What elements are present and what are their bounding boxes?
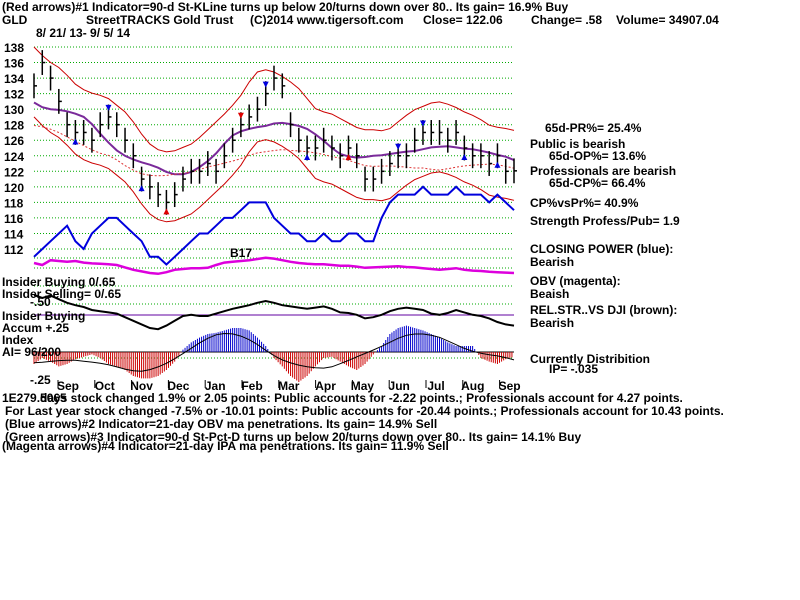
price-bars [33,50,517,215]
footer-magenta-arrows: (Magenta arrows)#4 Indicator=21-day IPA … [2,439,449,453]
y-tick-label: 138 [4,41,24,55]
footer-overlap-prefix: 1E279.5065 [2,391,67,405]
accum-ma [33,332,515,372]
buy-arrow [72,138,79,145]
y-tick-label: 120 [4,181,24,195]
change-value: Change= .58 [531,13,603,27]
dotted-ma [33,125,515,177]
ai-value: AI= 96/200 [2,345,62,359]
x-tick-label: Apr [315,379,336,393]
relstr-status: Bearish [530,316,575,330]
y-tick-label: 112 [4,243,24,257]
y-tick-label: 130 [4,103,24,117]
cp-stat: 65d-CP%= 66.4% [549,176,646,190]
x-tick-label: Sep [57,379,79,393]
y-tick-label: 128 [4,119,24,133]
distribution-status: Currently Distribition [530,352,651,366]
x-tick-label: Oct [95,379,115,393]
accum-label: Accum +.25 [2,321,70,335]
y-tick-label: 136 [4,57,24,71]
footer-green-arrows: (Green arrows)#3 Indicator=90-d St-Pct-D… [5,430,582,444]
x-tick-label: Jun [389,379,410,393]
copyright-label: (C)2014 www.tigersoft.com [250,13,404,27]
accum-tick-minus-25: -.25 [30,373,51,387]
sell-arrow [419,120,426,127]
x-tick-label: Aug [461,379,484,393]
footer-blue-arrows: (Blue arrows)#2 Indicator=21-day OBV ma … [5,417,438,431]
sell-arrow [105,104,112,111]
header-indicator-line: (Red arrows)#1 Indicator=90-d St-KLine t… [2,0,569,14]
closing-power-line [33,185,515,266]
x-axis-ticks: Sep Oct Nov Dec Jan Feb Mar Apr May Jun Jul Aug Sep [57,379,521,393]
ip-stat: IP= -.035 [549,362,599,376]
x-tick-label: Feb [241,379,262,393]
y-tick-label: 124 [4,150,24,164]
volume-value: Volume= 34907.04 [616,13,719,27]
buy-arrow [138,185,145,192]
buy-arrow [461,154,468,160]
public-status: Public is bearish [530,137,626,151]
relstr-line [33,294,515,331]
insider-buying-top: Insider Buying 0/.65 [2,275,116,289]
signal-arrows [72,81,501,215]
moving-average [33,101,515,176]
y-tick-label: 132 [4,88,24,102]
chart-title: StreetTRACKS Gold Trust [86,13,234,27]
closing-power-status: Bearish [530,255,575,269]
sell-arrow [395,143,402,150]
relstr-label: REL.STR..VS DJI (brown): [530,303,678,317]
obv-label: OBV (magenta): [530,274,621,288]
footer-year-change: For Last year stock changed -7.5% or -10… [5,404,724,418]
closing-power-label: CLOSING POWER (blue): [530,242,674,256]
sell-arrow [237,112,244,119]
y-tick-label: 126 [4,134,24,148]
professionals-status: Professionals are bearish [530,164,677,178]
pr-stat: 65d-PR%= 25.4% [545,121,642,135]
accum-index-bars [33,325,515,382]
insider-selling: Insider Selling= 0/.65 [2,287,122,301]
x-tick-label: May [351,379,375,393]
y-tick-label: 118 [4,196,24,210]
buy-arrow [163,208,170,215]
date-range: 8/ 21/ 13- 9/ 5/ 14 [36,26,131,40]
obv-line [33,256,515,276]
x-tick-label: Nov [130,379,153,393]
buy-arrow [494,161,501,168]
obv-status: Beaish [530,287,570,301]
y-tick-label: 116 [4,212,24,226]
y-tick-label: 114 [4,227,24,241]
close-value: Close= 122.06 [423,13,503,27]
lower-band [33,116,515,223]
sell-arrow [262,81,269,88]
buy-arrow [304,154,311,160]
footer-period-change: days stock changed 1.9% or 2.05 points: … [40,391,683,405]
op-stat: 65d-OP%= 13.6% [549,149,647,163]
buy-arrow [345,154,352,160]
strength-stat: Strength Profess/Pub= 1.9 [530,214,680,228]
y-tick-label: 134 [4,72,24,86]
x-tick-label: Sep [499,379,521,393]
x-tick-label: Jan [205,379,226,393]
index-label: Index [2,333,34,347]
ticker-label: GLD [2,13,28,27]
accum-tick-minus-50: -.50 [30,295,51,309]
cp-vs-pr-stat: CP%vsPr%= 40.9% [530,196,639,210]
y-tick-label: 122 [4,165,24,179]
b17-annotation: B17 [230,246,253,260]
indicator-lines [33,185,515,331]
x-tick-label: Mar [278,379,300,393]
insider-buying: Insider Buying [2,309,86,323]
x-tick-label: Jul [427,379,444,393]
x-tick-label: Dec [167,379,189,393]
